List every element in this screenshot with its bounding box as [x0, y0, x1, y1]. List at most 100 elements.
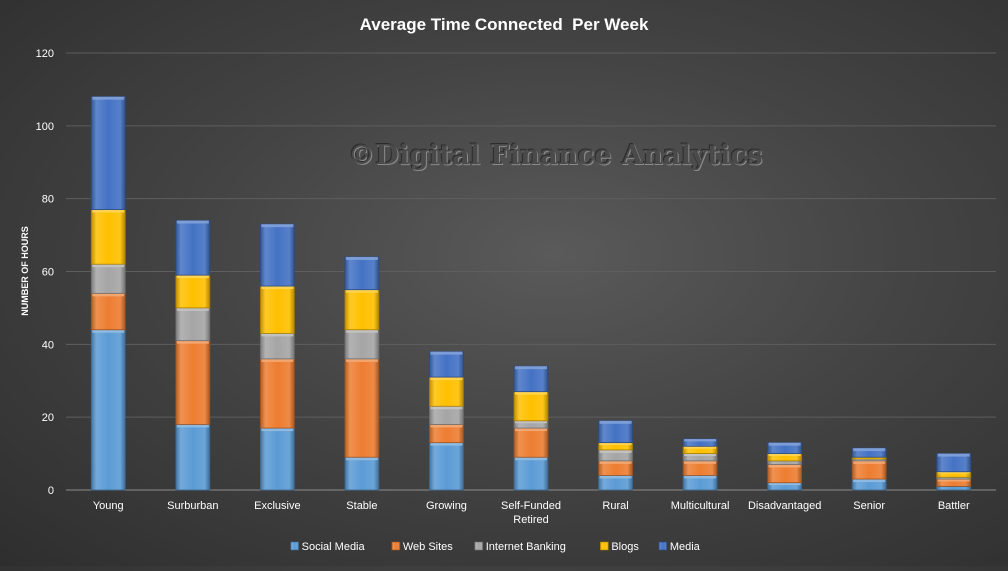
- bar-bevel: [599, 475, 632, 479]
- legend-label: Web Sites: [403, 541, 453, 553]
- legend-swatch: [391, 541, 401, 551]
- bar-bevel: [853, 479, 886, 483]
- bar-bevel: [176, 340, 209, 344]
- bar-media: [344, 256, 380, 291]
- x-tick-label: Stable: [346, 500, 377, 512]
- gridlines: [66, 52, 996, 491]
- bar-bevel: [430, 377, 463, 381]
- x-tick-label: Rural: [602, 500, 628, 512]
- bar-bevel: [92, 264, 125, 268]
- bar-web-sites: [344, 358, 380, 458]
- legend-item: Blogs: [600, 541, 639, 553]
- legend-swatch: [600, 541, 609, 551]
- bar-internet-banking: [767, 460, 803, 465]
- bar-bevel: [430, 442, 463, 446]
- bar-bevel: [176, 307, 209, 311]
- bar-bevel: [430, 424, 463, 428]
- bar-bevel: [176, 220, 209, 224]
- y-tick-label: 100: [36, 121, 54, 133]
- legend-item: Internet Banking: [474, 541, 566, 553]
- bar-bevel: [599, 460, 632, 464]
- y-tick-label: 20: [42, 412, 54, 424]
- bar-bevel: [684, 439, 717, 442]
- legend-label: Internet Banking: [486, 541, 566, 553]
- bar-bevel: [92, 209, 125, 213]
- bar-media: [175, 220, 211, 276]
- bar-web-sites: [259, 358, 295, 429]
- bar-bevel: [684, 460, 717, 464]
- bar-blogs: [344, 289, 380, 331]
- bar-media: [90, 96, 126, 210]
- bar-internet-banking: [259, 333, 295, 360]
- bar-internet-banking: [90, 263, 126, 294]
- bar-social-media: [175, 424, 211, 491]
- bar-bevel: [684, 475, 717, 479]
- bar-bevel: [176, 275, 209, 279]
- bar-bevel: [768, 482, 801, 486]
- bar-bevel: [430, 406, 463, 410]
- legend-swatch: [474, 541, 484, 551]
- bar-media: [598, 420, 633, 444]
- y-tick-label: 80: [42, 194, 54, 206]
- bars: [90, 96, 972, 491]
- bar-bevel: [345, 457, 378, 461]
- bar-social-media: [513, 456, 549, 491]
- bar-internet-banking: [175, 307, 211, 342]
- bar-bevel: [768, 453, 801, 457]
- bar-blogs: [90, 209, 126, 265]
- bar-bevel: [261, 428, 294, 432]
- bar-bevel: [261, 224, 294, 228]
- y-tick-label: 0: [48, 485, 54, 497]
- bar-bevel: [345, 256, 378, 260]
- bar-bevel: [937, 471, 970, 474]
- bar-bevel: [261, 358, 294, 362]
- bar-bevel: [345, 289, 378, 293]
- bar-bevel: [430, 351, 463, 355]
- x-tick-label: Battler: [938, 500, 970, 512]
- bar-blogs: [175, 274, 211, 309]
- bar-blogs: [513, 391, 549, 422]
- bar-media: [429, 351, 464, 378]
- x-tick-label: Surburban: [167, 500, 218, 512]
- bar-blogs: [259, 285, 295, 334]
- bar-bevel: [853, 460, 886, 464]
- x-tick-label: Exclusive: [254, 500, 300, 512]
- legend-label: Social Media: [302, 541, 366, 553]
- legend-swatch: [658, 541, 668, 551]
- y-tick-label: 40: [42, 339, 54, 351]
- bar-bevel: [515, 391, 547, 395]
- bar-media: [513, 365, 549, 393]
- x-tick-label: Senior: [853, 500, 885, 512]
- legend-label: Media: [670, 541, 701, 553]
- bar-social-media: [90, 329, 126, 491]
- bar-bevel: [92, 329, 125, 333]
- bar-web-sites: [513, 427, 549, 458]
- legend-item: Social Media: [290, 541, 366, 553]
- y-tick-label: 120: [36, 48, 54, 60]
- x-tick-label: Self-Funded: [501, 500, 561, 512]
- bar-social-media: [259, 427, 295, 491]
- bar-social-media: [936, 485, 972, 491]
- y-axis-label: NUMBER OF HOURS: [20, 226, 30, 316]
- x-tick-label: Young: [93, 500, 124, 512]
- bar-bevel: [92, 293, 125, 297]
- bar-web-sites: [175, 340, 211, 425]
- bar-bevel: [684, 453, 717, 457]
- bar-bevel: [937, 453, 970, 457]
- watermark-text: ©Digital Finance Analytics: [348, 140, 763, 171]
- bar-web-sites: [90, 292, 126, 331]
- bar-bevel: [261, 333, 294, 337]
- legend-item: Web Sites: [391, 541, 453, 553]
- bar-bevel: [515, 457, 547, 461]
- bar-bevel: [768, 442, 801, 446]
- legend-swatch: [290, 541, 299, 551]
- bar-bevel: [515, 366, 547, 370]
- bar-social-media: [429, 442, 464, 491]
- bar-bevel: [599, 442, 632, 446]
- bar-bevel: [599, 420, 632, 424]
- legend-label: Blogs: [611, 541, 639, 553]
- bar-blogs: [429, 376, 464, 407]
- y-tick-label: 60: [42, 267, 54, 279]
